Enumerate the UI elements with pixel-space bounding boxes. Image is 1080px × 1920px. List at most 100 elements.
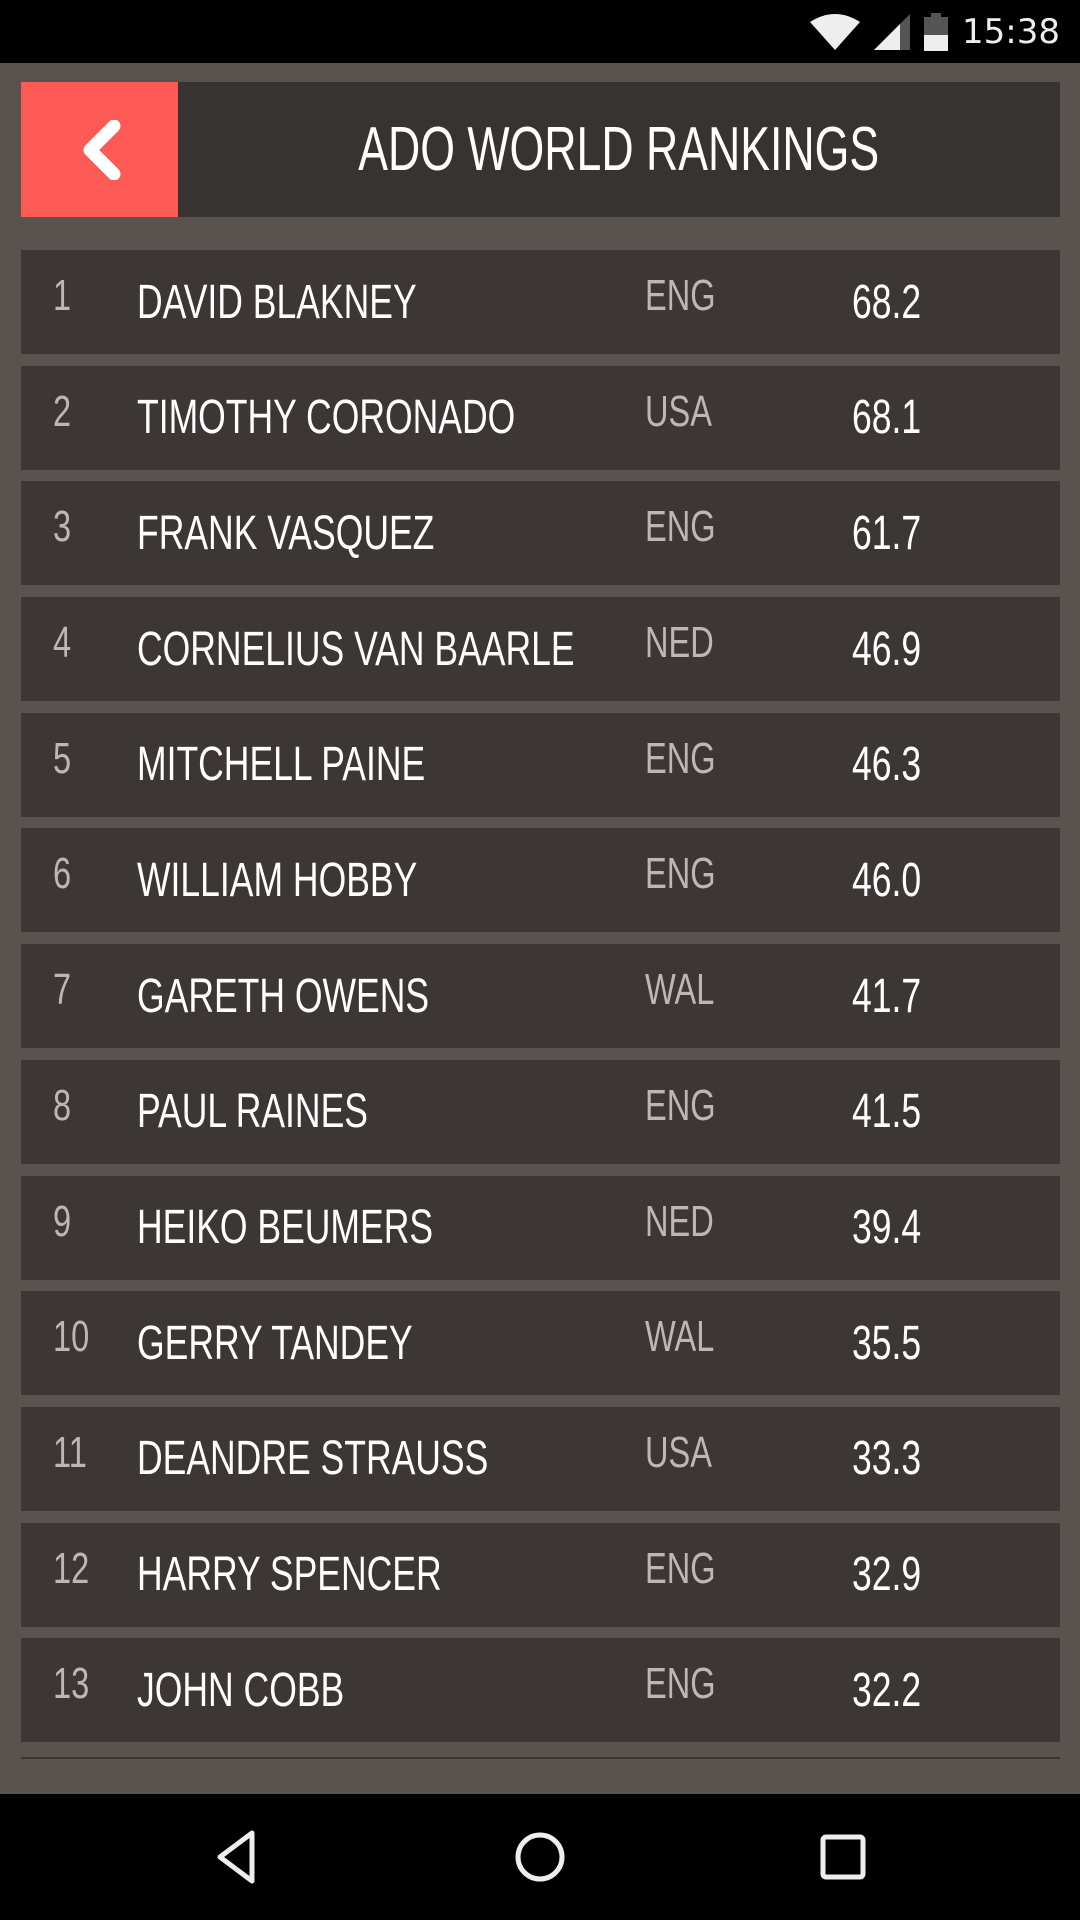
player-name: HARRY SPENCER [137, 1523, 549, 1627]
rank-text: 4 [53, 618, 72, 668]
score: 46.9 [852, 597, 945, 701]
country-code: WAL [645, 1285, 739, 1389]
rank-text: 11 [53, 1427, 87, 1477]
score: 61.7 [852, 481, 945, 585]
country-code: ENG [645, 1632, 740, 1736]
recents-icon [820, 1834, 866, 1880]
player-name-text: GERRY TANDEY [137, 1316, 413, 1370]
ranking-row[interactable]: 10 GERRY TANDEY WAL 35.5 [21, 1291, 1060, 1396]
rank: 5 [53, 707, 77, 811]
player-name-text: FRANK VASQUEZ [137, 506, 435, 560]
rank: 13 [53, 1632, 102, 1736]
home-icon [515, 1832, 565, 1882]
player-name: PAUL RAINES [137, 1060, 449, 1164]
country-code: USA [645, 360, 735, 464]
battery-icon [924, 13, 949, 51]
country-code-text: WAL [645, 965, 715, 1015]
score-text: 46.9 [852, 622, 922, 676]
rank-text: 10 [53, 1312, 90, 1362]
ranking-row[interactable]: 12 HARRY SPENCER ENG 32.9 [21, 1522, 1060, 1627]
nav-recents-button[interactable] [808, 1822, 878, 1892]
player-name-text: CORNELIUS VAN BAARLE [137, 622, 575, 676]
divider [21, 1757, 1060, 1759]
score-text: 61.7 [852, 506, 922, 560]
country-code-text: ENG [645, 271, 716, 320]
page-title: ADO WORLD RANKINGS [358, 115, 880, 184]
country-code: ENG [645, 1054, 740, 1158]
player-name-text: GARETH OWENS [137, 969, 430, 1023]
ranking-row[interactable]: 4 CORNELIUS VAN BAARLE NED 46.9 [21, 597, 1060, 702]
nav-home-button[interactable] [505, 1822, 575, 1892]
rank-text: 3 [53, 502, 72, 552]
rank: 4 [53, 591, 77, 695]
ranking-row[interactable]: 1 DAVID BLAKNEY ENG 68.2 [21, 250, 1060, 354]
score-text: 35.5 [852, 1316, 922, 1370]
country-code: WAL [645, 938, 739, 1042]
score-text: 32.9 [852, 1548, 922, 1602]
signal-icon [874, 14, 911, 50]
country-code-text: ENG [645, 1080, 716, 1130]
rank-text: 12 [53, 1543, 90, 1593]
player-name: WILLIAM HOBBY [137, 828, 516, 932]
player-name: DAVID BLAKNEY [137, 250, 515, 354]
ranking-row[interactable]: 6 WILLIAM HOBBY ENG 46.0 [21, 828, 1060, 933]
rank: 3 [53, 475, 77, 579]
ranking-row[interactable]: 9 HEIKO BEUMERS NED 39.4 [21, 1175, 1060, 1280]
country-code-text: ENG [645, 733, 716, 783]
score: 33.3 [852, 1407, 945, 1511]
status-bar: 15:38 [0, 0, 1080, 63]
score-text: 68.1 [852, 391, 922, 445]
ranking-row[interactable]: 5 MITCHELL PAINE ENG 46.3 [21, 712, 1060, 817]
rank: 12 [53, 1517, 102, 1621]
country-code: ENG [645, 475, 740, 579]
score-text: 41.5 [852, 1085, 922, 1139]
app-header: ADO WORLD RANKINGS [21, 82, 1060, 217]
score: 41.7 [852, 944, 945, 1048]
ranking-row[interactable]: 11 DEANDRE STRAUSS USA 33.3 [21, 1406, 1060, 1511]
rank-text: 1 [53, 271, 72, 320]
rank: 2 [53, 360, 77, 464]
player-name-text: DAVID BLAKNEY [137, 275, 417, 329]
player-name: TIMOTHY CORONADO [137, 366, 648, 470]
score-text: 46.0 [852, 853, 922, 907]
wifi-icon [810, 14, 861, 50]
chevron-left-icon [83, 119, 120, 180]
back-button[interactable] [21, 82, 178, 217]
rank: 1 [53, 244, 77, 348]
score-text: 41.7 [852, 969, 922, 1023]
country-code-text: ENG [645, 1659, 716, 1709]
player-name: CORNELIUS VAN BAARLE [137, 597, 728, 701]
score: 39.4 [852, 1176, 945, 1280]
country-code: ENG [645, 244, 740, 348]
rank-text: 6 [53, 849, 72, 899]
nav-back-button[interactable] [202, 1822, 272, 1892]
score-text: 68.2 [852, 275, 922, 329]
country-code-text: WAL [645, 1312, 715, 1362]
country-code: USA [645, 1401, 735, 1505]
rank: 10 [53, 1285, 102, 1389]
rankings-list: 1 DAVID BLAKNEY ENG 68.2 2 TIMOTHY CORONADO US… [21, 250, 1060, 1754]
country-code: NED [645, 1170, 738, 1274]
ranking-row[interactable]: 13 JOHN COBB ENG 32.2 [21, 1638, 1060, 1743]
score: 32.9 [852, 1523, 945, 1627]
score: 68.1 [852, 366, 945, 470]
country-code-text: ENG [645, 849, 716, 899]
player-name: GARETH OWENS [137, 944, 532, 1048]
country-code-text: ENG [645, 502, 716, 552]
country-code: ENG [645, 1517, 740, 1621]
rank-text: 8 [53, 1080, 72, 1130]
ranking-row[interactable]: 7 GARETH OWENS WAL 41.7 [21, 944, 1060, 1049]
ranking-row[interactable]: 3 FRANK VASQUEZ ENG 61.7 [21, 481, 1060, 586]
player-name: FRANK VASQUEZ [137, 481, 539, 585]
country-code: NED [645, 591, 738, 695]
rank: 9 [53, 1170, 77, 1274]
player-name-text: WILLIAM HOBBY [137, 853, 418, 907]
ranking-row[interactable]: 8 PAUL RAINES ENG 41.5 [21, 1059, 1060, 1164]
score-text: 39.4 [852, 1201, 922, 1254]
score: 32.2 [852, 1638, 945, 1742]
rank: 11 [53, 1401, 99, 1505]
player-name: HEIKO BEUMERS [137, 1176, 537, 1280]
ranking-row[interactable]: 2 TIMOTHY CORONADO USA 68.1 [21, 365, 1060, 470]
rank-text: 5 [53, 733, 72, 783]
player-name-text: PAUL RAINES [137, 1085, 368, 1139]
